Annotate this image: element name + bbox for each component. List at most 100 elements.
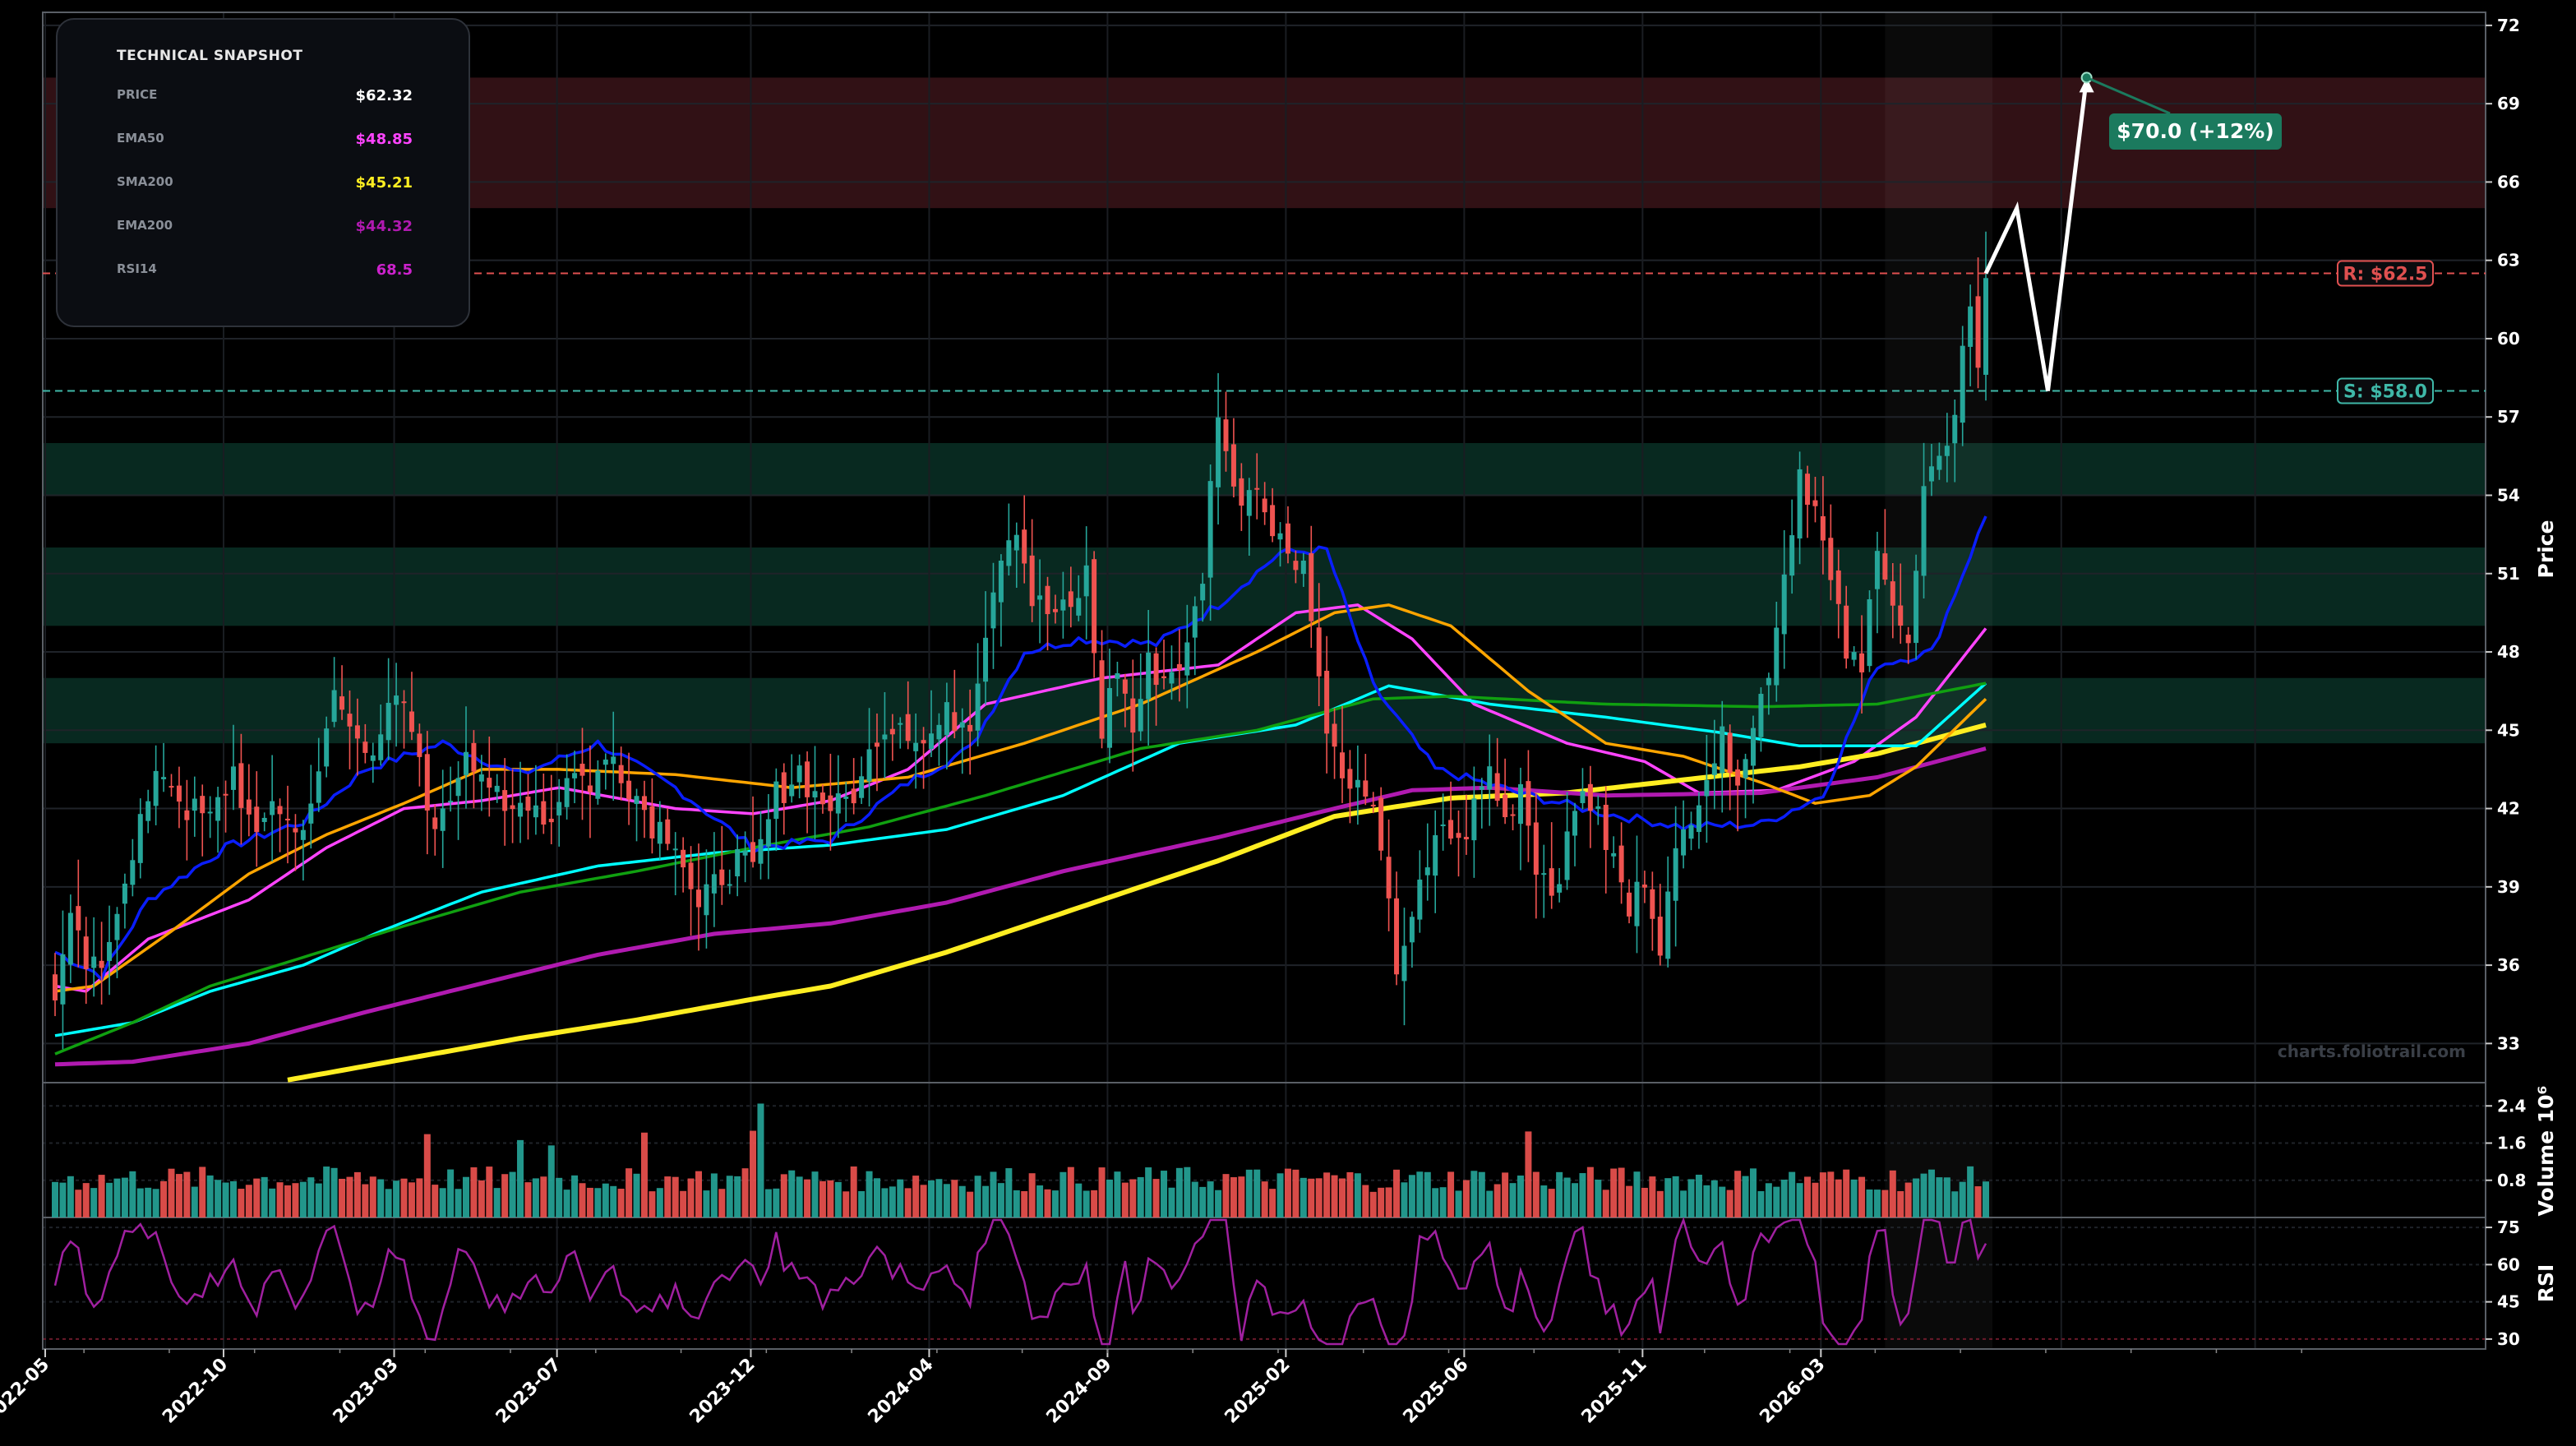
volume-bar [1083, 1190, 1090, 1217]
candle-body [137, 814, 143, 863]
candle-body [1828, 538, 1834, 580]
volume-bar [1556, 1171, 1563, 1217]
projection-path [1983, 77, 2089, 391]
candle-body [967, 724, 973, 732]
candle-body [362, 741, 368, 753]
volume-bar [974, 1176, 981, 1217]
candle-body [145, 801, 151, 821]
candle-body [207, 811, 213, 814]
volume-bar [1013, 1190, 1020, 1217]
price-tick-label: 42 [2497, 799, 2520, 819]
snapshot-title: TECHNICAL SNAPSHOT [117, 48, 303, 64]
candle-body [587, 785, 593, 792]
volume-bar [1354, 1173, 1361, 1217]
volume-bar [1734, 1171, 1742, 1217]
candle-body [611, 756, 616, 765]
candle-body [1448, 820, 1454, 839]
volume-bar [750, 1130, 757, 1217]
candle-body [859, 776, 865, 798]
volume-bar [432, 1185, 439, 1217]
volume-bar [1881, 1190, 1889, 1217]
volume-bar [1548, 1189, 1555, 1217]
projection-arrowhead [2079, 77, 2094, 93]
candle-body [1200, 584, 1206, 601]
candle-body [998, 560, 1004, 603]
candle-body [641, 796, 647, 811]
volume-bar [1416, 1171, 1424, 1217]
candle-body [270, 801, 275, 815]
volume-bar [873, 1178, 880, 1217]
candle-body [952, 712, 958, 732]
volume-bar [1789, 1171, 1796, 1217]
volume-bar [1509, 1183, 1517, 1217]
price-tick-label: 51 [2497, 564, 2520, 584]
candle-body [1060, 599, 1066, 611]
candle-body [1029, 555, 1035, 607]
candle-body [463, 751, 469, 775]
candle-body [1409, 917, 1415, 943]
candle-body [455, 778, 461, 797]
candle-body [409, 711, 414, 732]
volume-bar [1470, 1171, 1478, 1217]
volume-bar [1269, 1189, 1276, 1217]
volume-bar [478, 1180, 485, 1217]
candle-body [440, 808, 445, 831]
snapshot-label: RSI14 [117, 261, 157, 276]
volume-bar [1983, 1181, 1989, 1217]
candle-body [1262, 498, 1267, 513]
candle-body [1216, 417, 1221, 487]
candle-body [1022, 529, 1027, 564]
snapshot-label: PRICE [117, 87, 158, 102]
volume-bar [1462, 1180, 1470, 1217]
candle-body [478, 774, 484, 782]
volume-bar [1532, 1171, 1540, 1217]
volume-bar [238, 1189, 245, 1217]
volume-bar [1044, 1189, 1051, 1217]
ma-line-0a1eff [54, 515, 1987, 982]
candle-body [1083, 565, 1089, 597]
candle-body [704, 884, 709, 916]
volume-bar [1238, 1176, 1245, 1217]
candle-body [1246, 490, 1252, 516]
volume-bar [1765, 1183, 1772, 1217]
candle-body [681, 849, 686, 868]
candle-body [936, 724, 942, 740]
volume-bar [1261, 1181, 1268, 1217]
volume-bar [780, 1174, 787, 1217]
candle-body [1975, 296, 1981, 368]
candle-body [1914, 571, 1919, 644]
volume-bar [1920, 1173, 1927, 1217]
volume-bar [602, 1183, 609, 1217]
candle-body [1239, 478, 1244, 506]
candle-body [1370, 804, 1376, 806]
candle-body [1650, 889, 1655, 919]
volume-bar [222, 1182, 229, 1217]
candle-body [1851, 652, 1857, 660]
snapshot-row-ema200: EMA200 $44.32 [117, 218, 413, 243]
ma-line-sma200 [287, 723, 1987, 1083]
volume-bar [1315, 1178, 1323, 1217]
volume-bar [773, 1188, 780, 1217]
candle-body [1130, 698, 1136, 733]
candle-body [1665, 891, 1671, 959]
candle-body [688, 862, 694, 889]
volume-bar [106, 1182, 113, 1217]
candle-body [122, 883, 127, 904]
volume-bar [1424, 1171, 1431, 1217]
volume-bar [1927, 1169, 1935, 1217]
candle-body [1533, 822, 1539, 875]
volume-bar [315, 1183, 322, 1217]
volume-bar [695, 1171, 702, 1217]
volume-bar [284, 1185, 292, 1217]
candle-body [1937, 455, 1942, 470]
candle-body [1844, 605, 1849, 659]
volume-bar [245, 1185, 252, 1217]
candle-body [1572, 811, 1578, 836]
volume-bar [1300, 1177, 1307, 1217]
volume-bar [1362, 1185, 1369, 1217]
price-tick-label: 39 [2497, 877, 2520, 897]
volume-bar [1517, 1175, 1524, 1217]
volume-bar [1656, 1190, 1664, 1217]
zone-band [43, 547, 2486, 626]
candle-body [1595, 806, 1601, 809]
